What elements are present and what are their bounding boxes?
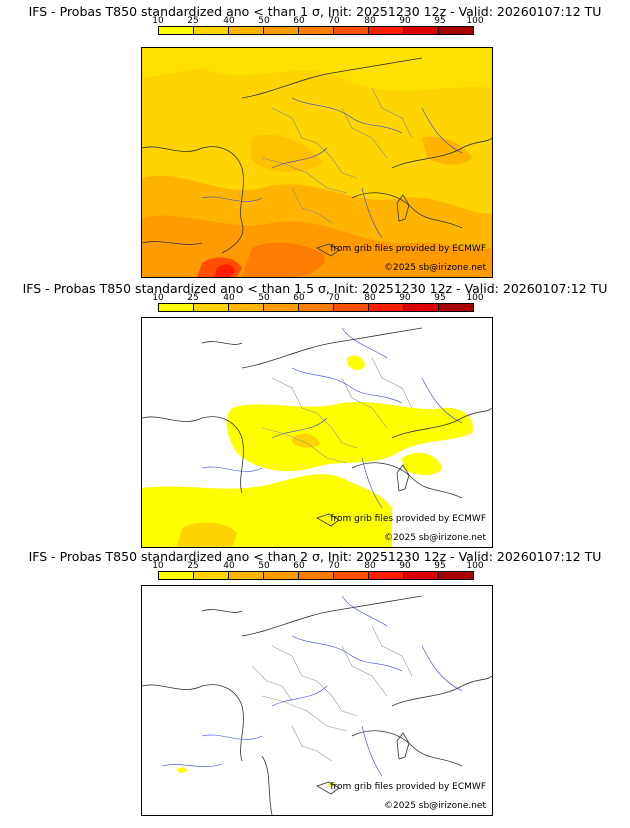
- legend-labels: 10 25 40 50 60 70 80 90 95 100: [143, 561, 493, 571]
- map-panel-2: IFS - Probas T850 standardized ano < tha…: [0, 276, 630, 548]
- probability-map: from grib files provided by ECMWF ©2025 …: [141, 47, 493, 278]
- scale-swatch: [439, 304, 473, 311]
- legend-label: 25: [187, 293, 199, 303]
- legend-label: 100: [466, 561, 484, 571]
- scale-swatch: [229, 304, 264, 311]
- legend-label: 90: [399, 16, 411, 26]
- scale-swatch: [404, 304, 439, 311]
- panel-title: IFS - Probas T850 standardized ano < tha…: [28, 4, 602, 19]
- scale-swatch: [369, 572, 404, 579]
- scale-swatch: [299, 304, 334, 311]
- legend-label: 25: [187, 561, 199, 571]
- scale-swatch: [404, 27, 439, 34]
- source-credit: from grib files provided by ECMWF: [330, 244, 486, 254]
- legend-labels: 10 25 40 50 60 70 80 90 95 100: [143, 16, 493, 26]
- legend-label: 10: [152, 293, 164, 303]
- panel-title: IFS - Probas T850 standardized ano < tha…: [28, 549, 602, 564]
- legend-label: 90: [399, 293, 411, 303]
- map-graphic: [142, 586, 492, 815]
- probability-map: from grib files provided by ECMWF ©2025 …: [141, 317, 493, 548]
- legend-label: 40: [223, 293, 235, 303]
- scale-swatch: [159, 27, 194, 34]
- legend-label: 50: [258, 16, 270, 26]
- legend-label: 100: [466, 293, 484, 303]
- copyright-credit: ©2025 sb@irizone.net: [384, 801, 486, 811]
- legend-label: 80: [364, 561, 376, 571]
- color-scale-bar: [158, 303, 474, 312]
- scale-swatch: [369, 27, 404, 34]
- scale-swatch: [159, 572, 194, 579]
- map-panel-3: IFS - Probas T850 standardized ano < tha…: [0, 544, 630, 816]
- scale-swatch: [194, 27, 229, 34]
- scale-swatch: [264, 27, 299, 34]
- map-graphic: [142, 48, 492, 277]
- scale-swatch: [194, 304, 229, 311]
- legend-label: 60: [293, 293, 305, 303]
- scale-swatch: [369, 304, 404, 311]
- color-scale-bar: [158, 26, 474, 35]
- scale-swatch: [194, 572, 229, 579]
- scale-swatch: [264, 304, 299, 311]
- probability-map: from grib files provided by ECMWF ©2025 …: [141, 585, 493, 816]
- legend-label: 60: [293, 561, 305, 571]
- scale-swatch: [334, 304, 369, 311]
- source-credit: from grib files provided by ECMWF: [330, 782, 486, 792]
- scale-swatch: [334, 572, 369, 579]
- legend-label: 95: [434, 16, 446, 26]
- source-credit: from grib files provided by ECMWF: [330, 514, 486, 524]
- legend-label: 95: [434, 293, 446, 303]
- legend-label: 80: [364, 16, 376, 26]
- legend-label: 70: [328, 561, 340, 571]
- legend-label: 95: [434, 561, 446, 571]
- legend-label: 40: [223, 561, 235, 571]
- scale-swatch: [299, 27, 334, 34]
- scale-swatch: [159, 304, 194, 311]
- map-panel-1: IFS - Probas T850 standardized ano < tha…: [0, 0, 630, 278]
- legend-label: 90: [399, 561, 411, 571]
- scale-swatch: [229, 572, 264, 579]
- map-graphic: [142, 318, 492, 547]
- legend-label: 10: [152, 16, 164, 26]
- scale-swatch: [439, 27, 473, 34]
- scale-swatch: [299, 572, 334, 579]
- legend-label: 60: [293, 16, 305, 26]
- scale-swatch: [334, 27, 369, 34]
- scale-swatch: [439, 572, 473, 579]
- legend-label: 50: [258, 293, 270, 303]
- legend-label: 50: [258, 561, 270, 571]
- scale-swatch: [229, 27, 264, 34]
- legend-label: 100: [466, 16, 484, 26]
- panel-title: IFS - Probas T850 standardized ano < tha…: [22, 281, 608, 296]
- legend-label: 80: [364, 293, 376, 303]
- copyright-credit: ©2025 sb@irizone.net: [384, 533, 486, 543]
- legend-label: 70: [328, 16, 340, 26]
- scale-swatch: [264, 572, 299, 579]
- scale-swatch: [404, 572, 439, 579]
- copyright-credit: ©2025 sb@irizone.net: [384, 263, 486, 273]
- legend-label: 10: [152, 561, 164, 571]
- legend-label: 70: [328, 293, 340, 303]
- legend-label: 25: [187, 16, 199, 26]
- legend-label: 40: [223, 16, 235, 26]
- color-scale-bar: [158, 571, 474, 580]
- legend-labels: 10 25 40 50 60 70 80 90 95 100: [143, 293, 493, 303]
